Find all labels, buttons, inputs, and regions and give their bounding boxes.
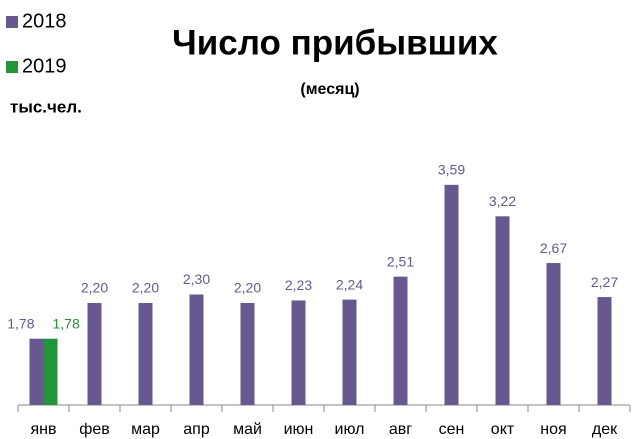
legend-label: 2018	[22, 10, 67, 32]
value-label: 2,51	[387, 253, 414, 269]
x-tick-label: окт	[491, 421, 515, 438]
x-tick-label: авг	[389, 421, 412, 438]
x-tick-label: дек	[592, 421, 618, 438]
bar	[29, 338, 44, 405]
value-label: 2,30	[183, 271, 210, 287]
x-tick-label: мар	[131, 421, 160, 438]
bar	[597, 297, 612, 405]
chart-title: Число прибывших	[172, 23, 498, 62]
bar	[546, 263, 561, 405]
bar	[444, 184, 459, 405]
legend-label: 2019	[22, 55, 67, 77]
bar	[342, 299, 357, 405]
legend-swatch	[6, 16, 18, 28]
x-tick-label: фев	[79, 421, 110, 438]
value-label: 2,23	[285, 277, 312, 293]
x-tick-label: ноя	[540, 421, 566, 438]
value-label: 2,27	[591, 274, 618, 290]
value-label: 2,24	[336, 276, 363, 292]
x-tick-label: сен	[439, 421, 465, 438]
value-label: 2,67	[540, 240, 567, 256]
bar	[138, 303, 153, 405]
bar	[240, 303, 255, 405]
value-label: 1,78	[7, 315, 34, 331]
value-label: 3,59	[438, 162, 465, 178]
x-tick-label: июн	[284, 421, 314, 438]
x-tick-label: июл	[335, 421, 365, 438]
bar	[291, 300, 306, 405]
legend-swatch	[6, 61, 18, 73]
bar	[189, 294, 204, 405]
bar	[393, 276, 408, 405]
chart-subtitle: (месяц)	[300, 81, 359, 98]
x-tick-label: янв	[31, 421, 57, 438]
x-tick-label: апр	[183, 421, 210, 438]
value-label: 1,78	[53, 315, 80, 331]
x-tick-label: май	[233, 421, 262, 438]
unit-label: тыс.чел.	[10, 97, 82, 116]
bar	[43, 338, 58, 405]
value-label: 2,20	[81, 280, 108, 296]
value-label: 2,20	[234, 280, 261, 296]
bar	[87, 303, 102, 405]
value-label: 2,20	[132, 280, 159, 296]
value-label: 3,22	[489, 193, 516, 209]
bar	[495, 216, 510, 405]
